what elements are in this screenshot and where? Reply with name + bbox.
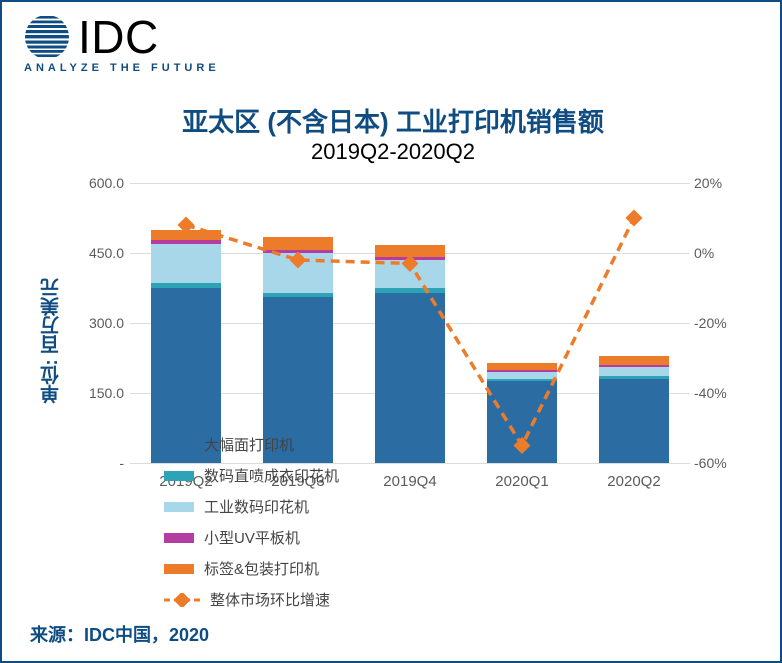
legend-swatch [164,533,194,543]
legend-swatch [164,471,194,481]
growth-marker [178,217,195,234]
legend-label: 大幅面打印机 [204,434,294,455]
growth-marker [402,255,419,272]
legend-swatch [164,440,194,450]
growth-marker [626,210,643,227]
y2-tick: -20% [694,315,740,331]
growth-marker [290,252,307,269]
y2-tick: 20% [694,175,740,191]
legend-swatch [164,564,194,574]
source-text: 来源：IDC中国，2020 [30,621,209,647]
legend-label: 工业数码印花机 [204,496,309,517]
idc-logo-text: IDC [78,14,159,60]
legend-label: 整体市场环比增速 [210,589,330,610]
growth-line [186,218,634,446]
legend-label: 数码直喷成衣印花机 [204,465,339,486]
legend-label: 小型UV平板机 [204,527,300,548]
legend-item: 标签&包装打印机 [164,558,390,579]
y-tick: 150.0 [74,385,124,401]
y-tick: - [74,455,124,471]
idc-logo-block: IDC ANALYZE THE FUTURE [24,14,220,74]
chart-card: IDC ANALYZE THE FUTURE 亚太区 (不含日本) 工业打印机销… [0,0,782,663]
legend-line-swatch [164,593,200,607]
legend-label: 标签&包装打印机 [204,558,319,579]
legend-item: 数码直喷成衣印花机 [164,465,390,486]
y2-tick: -40% [694,385,740,401]
legend-item: 小型UV平板机 [164,527,390,548]
legend-swatch [164,502,194,512]
chart-frame: 亚太区 (不含日本) 工业打印机销售额 2019Q2-2020Q2 单位: 百万… [46,102,740,602]
legend-item: 大幅面打印机 [164,434,390,455]
chart-subtitle: 2019Q2-2020Q2 [46,139,740,165]
idc-globe-icon [24,14,70,60]
y-tick: 450.0 [74,245,124,261]
y2-tick: 0% [694,245,740,261]
y-tick: 600.0 [74,175,124,191]
y-axis-label: 单位: 百万美元 [38,278,65,404]
legend-item: 工业数码印花机 [164,496,390,517]
chart-title: 亚太区 (不含日本) 工业打印机销售额 [46,102,740,139]
y2-tick: -60% [694,455,740,471]
legend-item: 整体市场环比增速 [164,589,390,610]
idc-tagline: ANALYZE THE FUTURE [24,62,220,74]
y-tick: 300.0 [74,315,124,331]
growth-line-layer [130,183,690,463]
legend: 大幅面打印机数码直喷成衣印花机工业数码印花机小型UV平板机标签&包装打印机整体市… [164,434,690,610]
